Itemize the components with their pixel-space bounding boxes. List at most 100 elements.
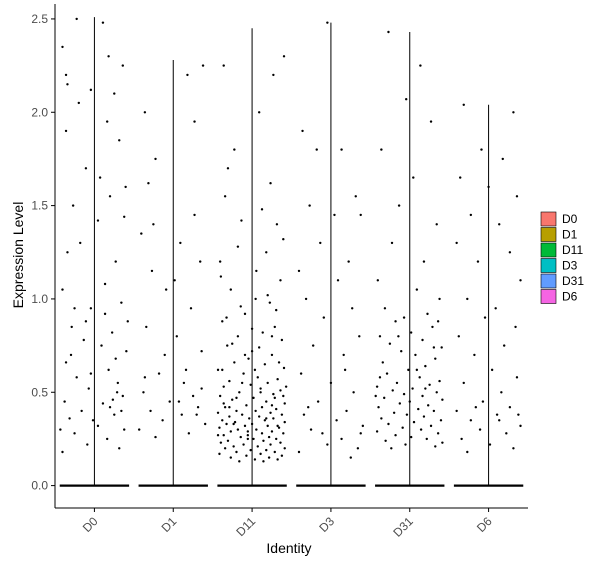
- data-point: [269, 443, 272, 446]
- series-D11: [216, 28, 288, 487]
- data-point: [243, 353, 247, 357]
- data-point: [326, 443, 329, 446]
- legend-label: D6: [562, 290, 578, 304]
- data-point: [250, 327, 254, 330]
- data-point: [101, 402, 105, 405]
- data-point: [261, 331, 264, 334]
- data-point: [495, 413, 499, 416]
- series-layer: [59, 17, 524, 487]
- data-point: [255, 269, 258, 273]
- data-point: [400, 350, 403, 353]
- data-point: [245, 404, 248, 407]
- data-point: [100, 344, 103, 347]
- data-point: [260, 406, 264, 409]
- data-point: [455, 241, 458, 245]
- data-point: [216, 434, 220, 437]
- data-point: [381, 361, 384, 364]
- data-point: [157, 372, 161, 375]
- data-point: [270, 430, 274, 433]
- data-point: [283, 420, 286, 424]
- data-point: [110, 331, 114, 334]
- series-D1: [137, 60, 208, 487]
- data-point: [232, 445, 235, 448]
- data-point: [282, 432, 285, 435]
- data-point: [398, 402, 402, 405]
- data-point: [254, 409, 257, 413]
- x-tick-label: D0: [80, 514, 101, 535]
- data-point: [235, 450, 238, 454]
- data-point: [284, 385, 288, 388]
- data-point: [229, 430, 232, 433]
- data-point: [390, 447, 393, 450]
- data-point: [259, 391, 262, 394]
- legend-label: D3: [562, 259, 578, 273]
- data-point: [460, 437, 463, 441]
- data-point: [163, 353, 166, 357]
- data-point: [414, 353, 417, 357]
- data-point: [249, 448, 252, 452]
- data-point: [64, 361, 68, 364]
- data-point: [266, 381, 269, 385]
- data-point: [388, 342, 392, 345]
- data-point: [459, 176, 462, 179]
- data-point: [431, 325, 434, 329]
- data-point: [226, 167, 230, 170]
- y-tick-label: 1.0: [31, 292, 48, 306]
- data-point: [352, 391, 355, 394]
- data-point: [232, 422, 235, 426]
- data-point: [89, 88, 93, 92]
- data-point: [228, 415, 231, 418]
- data-point: [253, 368, 257, 372]
- data-point: [466, 450, 469, 454]
- data-point: [480, 148, 483, 151]
- data-point: [409, 435, 413, 439]
- data-point: [89, 307, 93, 310]
- data-point: [180, 413, 183, 416]
- data-point: [225, 422, 228, 426]
- data-point: [438, 297, 441, 301]
- data-point: [105, 437, 109, 441]
- data-point: [256, 376, 259, 379]
- data-point: [512, 447, 515, 450]
- data-point: [75, 376, 78, 379]
- data-point: [150, 269, 154, 273]
- data-point: [345, 409, 348, 413]
- data-point: [265, 251, 268, 254]
- data-point: [252, 437, 255, 441]
- data-point: [79, 241, 82, 245]
- data-point: [432, 409, 436, 413]
- data-point: [263, 363, 267, 366]
- data-point: [59, 428, 62, 431]
- data-point: [260, 208, 264, 211]
- data-point: [218, 452, 221, 456]
- legend-swatch: [540, 242, 557, 258]
- data-point: [236, 245, 240, 248]
- legend-label: D1: [562, 228, 578, 242]
- data-point: [280, 413, 284, 416]
- data-point: [143, 376, 147, 379]
- legend-label: D0: [562, 212, 578, 226]
- data-point: [262, 439, 265, 442]
- data-point: [221, 368, 224, 372]
- data-point: [161, 419, 164, 422]
- data-point: [302, 413, 306, 416]
- data-point: [383, 307, 387, 310]
- y-tick-label: 1.5: [31, 199, 48, 213]
- data-point: [173, 279, 176, 282]
- x-tick-labels: D0 D1 D11 D3 D31 D6: [80, 514, 495, 540]
- data-point: [123, 428, 126, 431]
- data-point: [277, 361, 281, 364]
- data-point: [462, 103, 465, 107]
- data-point: [309, 428, 313, 431]
- data-point: [268, 301, 272, 304]
- data-point: [351, 307, 354, 310]
- data-point: [315, 148, 318, 151]
- axes: [51, 4, 528, 512]
- data-point: [435, 391, 438, 394]
- data-point: [279, 279, 282, 282]
- data-point: [321, 432, 324, 435]
- data-point: [440, 346, 443, 349]
- data-point: [246, 430, 250, 433]
- data-point: [340, 437, 343, 441]
- data-point: [476, 260, 480, 263]
